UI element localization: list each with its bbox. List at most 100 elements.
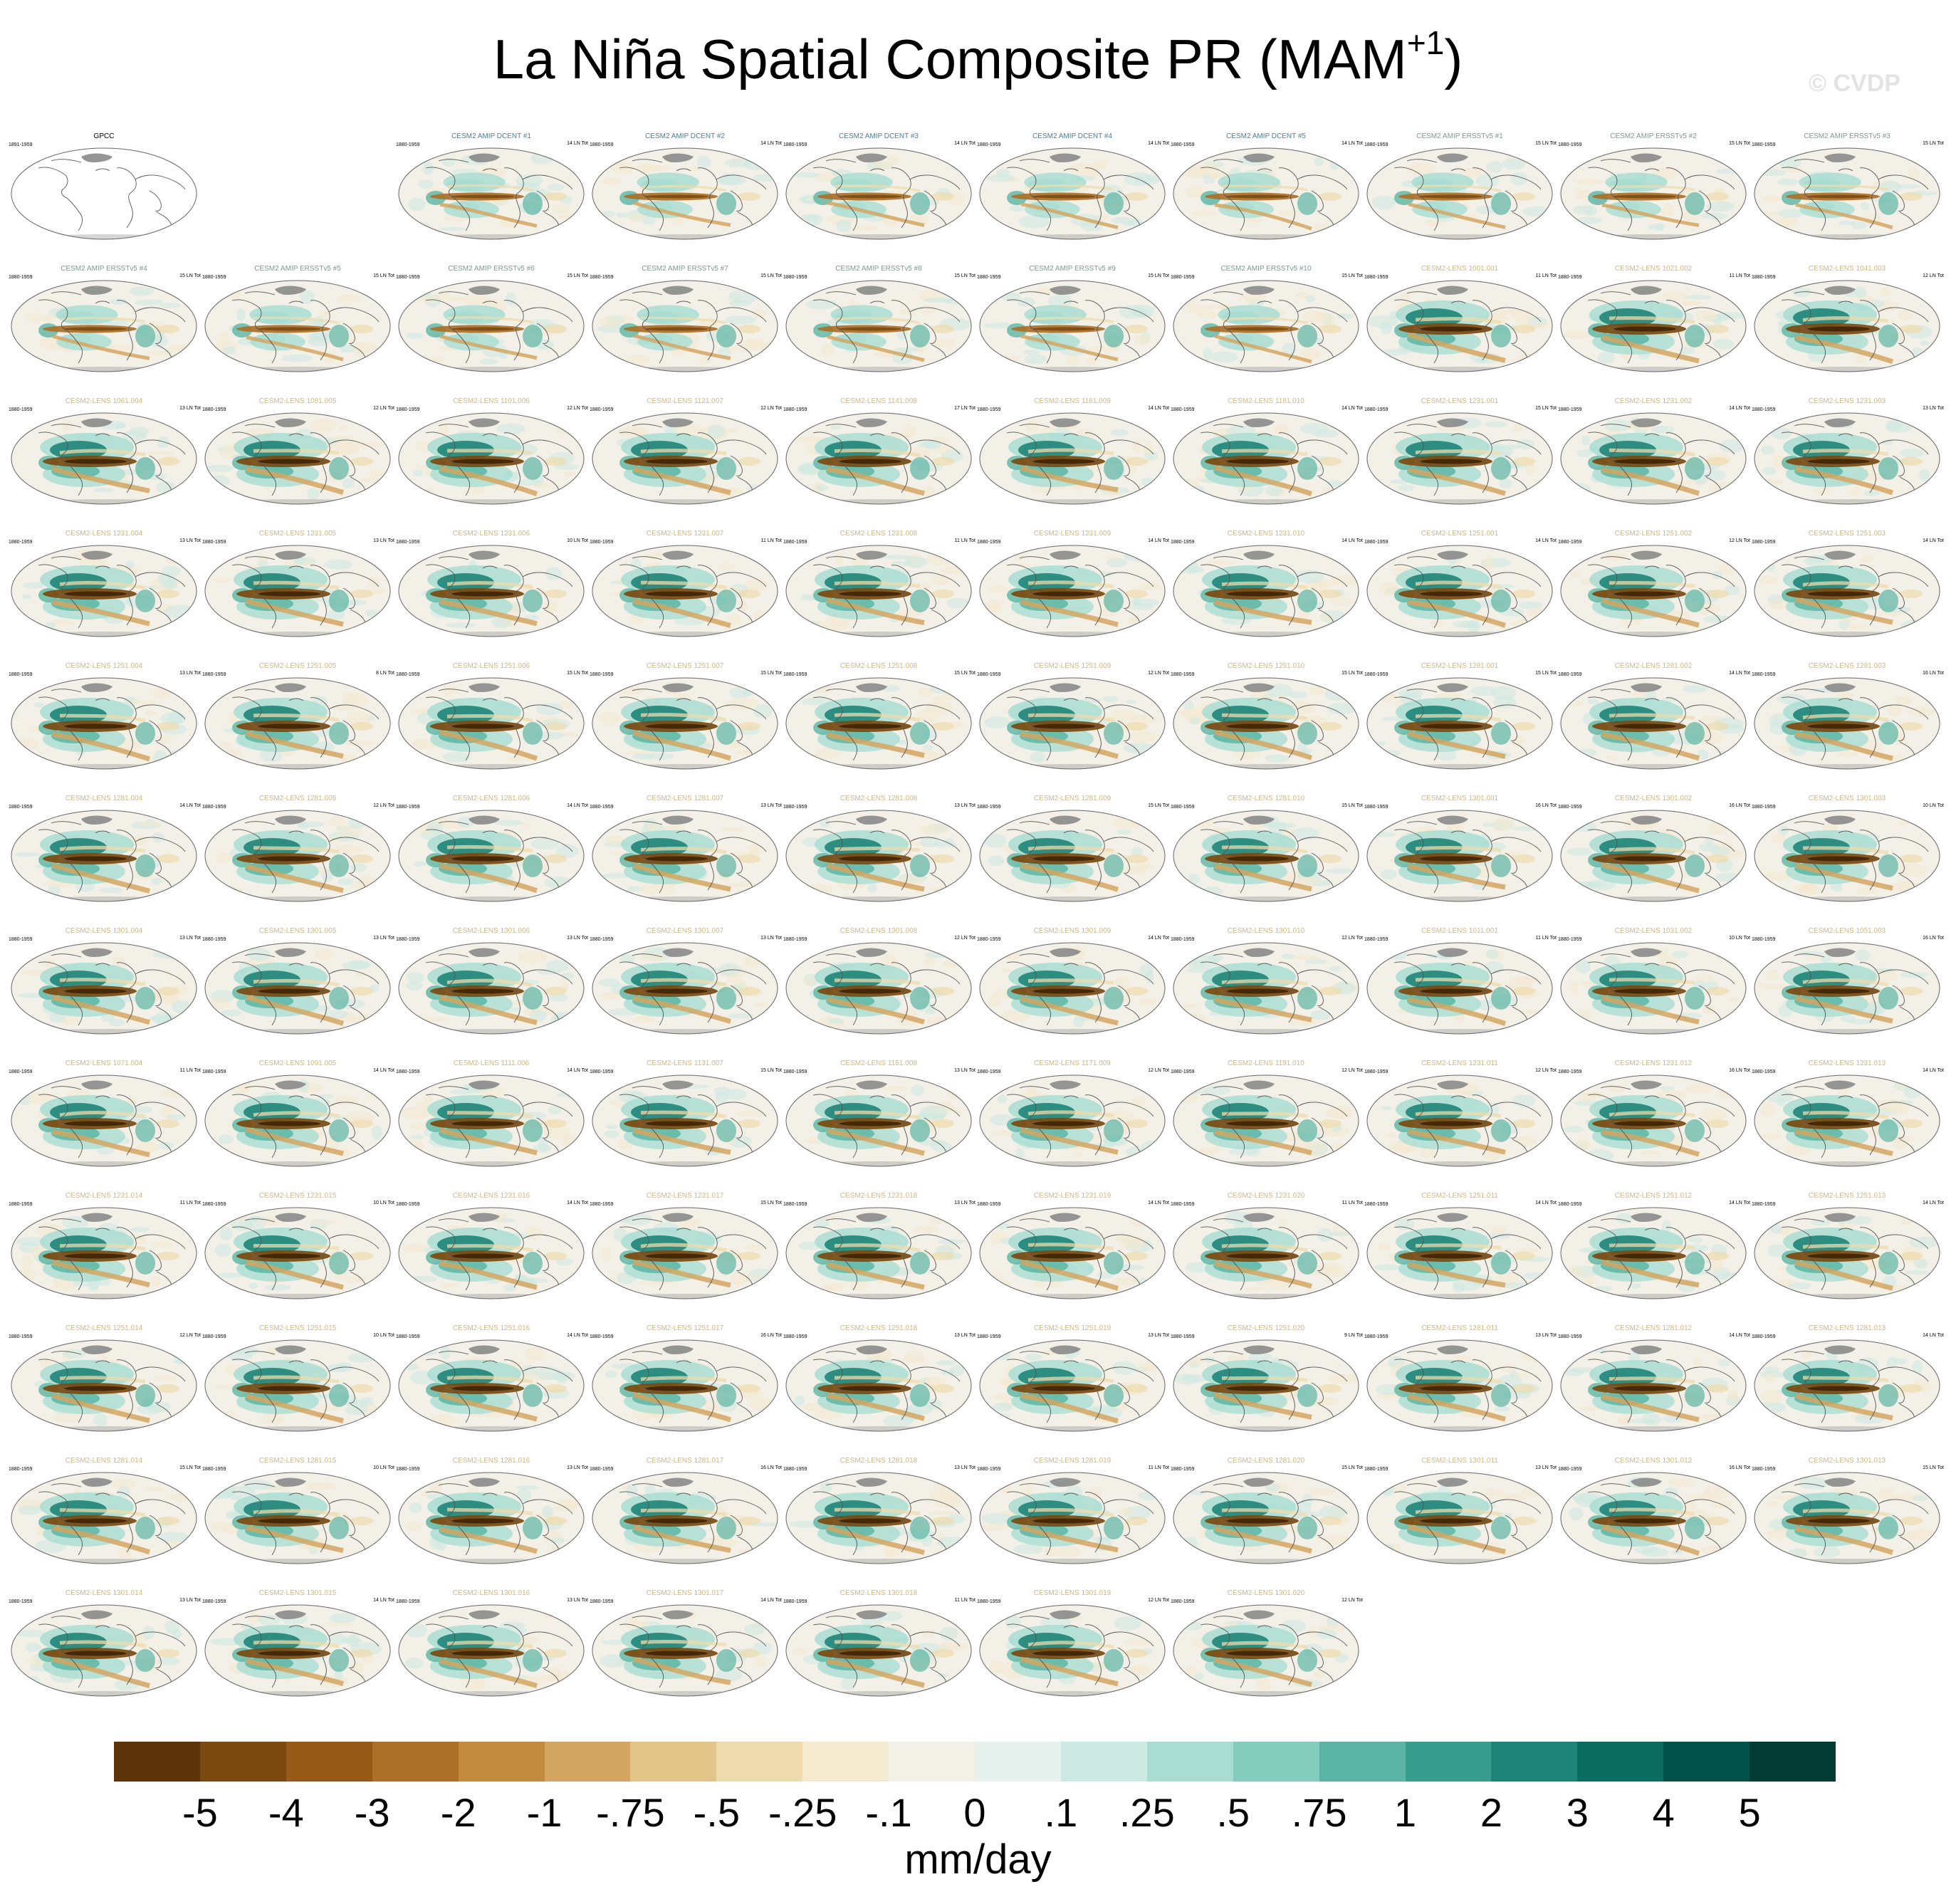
- panel-title: CESM2 AMIP ERSSTv5 #8: [835, 265, 922, 273]
- panel-title: CESM2-LENS 1301.013: [1808, 1457, 1886, 1465]
- map-canvas: [979, 677, 1166, 770]
- colorbar-tick-label: -.75: [596, 1790, 665, 1835]
- map-panel: CESM2-LENS 1041.003 1880-1959 12 LN Tot: [1750, 265, 1944, 399]
- figure-title: La Niña Spatial Composite PR (MAM+1): [0, 24, 1956, 99]
- panel-event-count: 12 LN Tot: [1342, 1068, 1363, 1073]
- panel-title: CESM2-LENS 1281.012: [1614, 1324, 1693, 1332]
- colorbar-tick-label: 1: [1393, 1790, 1417, 1835]
- map-panel: CESM2-LENS 1141.008 1880-1959 17 LN Tot: [782, 397, 976, 531]
- panel-title: CESM2-LENS 1251.017: [646, 1324, 724, 1332]
- panel-period: 1880-1959: [9, 805, 33, 810]
- map-canvas: [785, 1074, 972, 1167]
- map-panel: CESM2-LENS 1281.019 1880-1959 11 LN Tot: [976, 1457, 1169, 1591]
- panel-period: 1880-1959: [590, 540, 614, 545]
- map-panel: CESM2 AMIP ERSSTv5 #5 1880-1959 15 LN Tot: [201, 265, 394, 399]
- panel-period: 1880-1959: [783, 407, 807, 412]
- panel-event-count: 15 LN Tot: [373, 273, 394, 278]
- map-canvas: [1560, 1472, 1747, 1564]
- map-panel: CESM2-LENS 1231.010 1880-1959 14 LN Tot: [1169, 530, 1363, 664]
- panel-period: 1880-1959: [590, 1467, 614, 1472]
- panel-event-count: 16 LN Tot: [1729, 1465, 1750, 1470]
- map-panel: CESM2-LENS 1231.013 1880-1959 14 LN Tot: [1750, 1060, 1944, 1193]
- map-canvas: [785, 810, 972, 902]
- map-canvas: [11, 677, 197, 770]
- panel-event-count: 15 LN Tot: [1535, 141, 1557, 146]
- map-panel: CESM2-LENS 1281.010 1880-1959 15 LN Tot: [1169, 795, 1363, 929]
- panel-title: CESM2 AMIP ERSSTv5 #3: [1804, 132, 1890, 140]
- map-panel: CESM2-LENS 1101.006 1880-1959 12 LN Tot: [394, 397, 588, 531]
- panel-event-count: 13 LN Tot: [954, 1333, 976, 1338]
- panel-title: CESM2-LENS 1301.014: [65, 1589, 143, 1597]
- map-canvas: [1560, 677, 1747, 770]
- panel-title: CESM2-LENS 1281.008: [840, 795, 918, 802]
- map-canvas: [1366, 545, 1553, 637]
- map-panel: CESM2-LENS 1281.013 1880-1959 14 LN Tot: [1750, 1324, 1944, 1458]
- map-panel: CESM2 AMIP ERSSTv5 #3 1880-1959 15 LN Tot: [1750, 132, 1944, 266]
- map-panel: CESM2-LENS 1231.005 1880-1959 13 LN Tot: [201, 530, 394, 664]
- colorbar-tick-label: -.25: [768, 1790, 837, 1835]
- panel-title: CESM2-LENS 1091.005: [258, 1060, 337, 1067]
- panel-period: 1880-1959: [1171, 540, 1195, 545]
- panel-event-count: 14 LN Tot: [1148, 141, 1169, 146]
- map-panel: CESM2-LENS 1251.003 1880-1959 14 LN Tot: [1750, 530, 1944, 664]
- panel-title: CESM2-LENS 1301.019: [1033, 1589, 1112, 1597]
- map-canvas: [1173, 1472, 1359, 1564]
- map-canvas: [398, 1604, 585, 1697]
- panel-event-count: 14 LN Tot: [1923, 538, 1944, 543]
- map-panel: CESM2-LENS 1231.015 1880-1959 10 LN Tot: [201, 1192, 394, 1326]
- map-canvas: [592, 677, 778, 770]
- panel-period: 1880-1959: [202, 1599, 226, 1604]
- panel-title: CESM2-LENS 1231.019: [1033, 1192, 1112, 1200]
- panel-title: CESM2-LENS 1281.002: [1614, 662, 1693, 670]
- panel-period: 1880-1959: [1752, 937, 1776, 942]
- panel-period: 1880-1959: [1171, 407, 1195, 412]
- panel-period: 1880-1959: [1364, 407, 1388, 412]
- panel-period: 1880-1959: [590, 142, 614, 147]
- map-canvas: [398, 810, 585, 902]
- panel-period: 1880-1959: [783, 1202, 807, 1207]
- map-panel: CESM2-LENS 1301.011 1880-1959 13 LN Tot: [1363, 1457, 1557, 1591]
- map-canvas: [1560, 942, 1747, 1035]
- panel-event-count: 13 LN Tot: [954, 1201, 976, 1205]
- map-canvas: [1754, 147, 1940, 240]
- panel-title: CESM2-LENS 1251.016: [452, 1324, 530, 1332]
- panel-event-count: 16 LN Tot: [760, 1333, 782, 1338]
- panel-period: 1880-1959: [396, 407, 420, 412]
- map-panel: CESM2-LENS 1171.009 1880-1959 12 LN Tot: [976, 1060, 1169, 1193]
- panel-period: 1880-1959: [590, 1334, 614, 1339]
- map-canvas: [398, 677, 585, 770]
- title-superscript: +1: [1406, 24, 1445, 61]
- panel-period: 1880-1959: [9, 407, 33, 412]
- map-panel: CESM2-LENS 1281.002 1880-1959 14 LN Tot: [1557, 662, 1750, 796]
- panel-title: CESM2-LENS 1231.015: [258, 1192, 337, 1200]
- panel-title: CESM2-LENS 1071.004: [65, 1060, 143, 1067]
- map-panel: CESM2-LENS 1281.005 1880-1959 12 LN Tot: [201, 795, 394, 929]
- panel-title: CESM2-LENS 1301.004: [65, 927, 143, 935]
- panel-title: CESM2-LENS 1061.004: [65, 397, 143, 405]
- map-panel: CESM2-LENS 1231.009 1880-1959 14 LN Tot: [976, 530, 1169, 664]
- panel-title: CESM2-LENS 1231.014: [65, 1192, 143, 1200]
- map-panel: CESM2-LENS 1251.001 1880-1959 14 LN Tot: [1363, 530, 1557, 664]
- panel-title: CESM2 AMIP ERSSTv5 #10: [1220, 265, 1312, 273]
- panel-period: 1880-1959: [1364, 275, 1388, 280]
- map-canvas: [785, 1472, 972, 1564]
- colorbar-swatch: [1577, 1742, 1664, 1782]
- map-panel: CESM2-LENS 1251.013 1880-1959 14 LN Tot: [1750, 1192, 1944, 1326]
- panel-title: CESM2-LENS 1171.009: [1034, 1060, 1111, 1067]
- panel-title: CESM2-LENS 1251.020: [1227, 1324, 1305, 1332]
- panel-period: 1880-1959: [977, 672, 1001, 677]
- panel-event-count: 15 LN Tot: [1148, 803, 1169, 808]
- panel-period: 1880-1959: [590, 1069, 614, 1074]
- map-panel: CESM2-LENS 1301.010 1880-1959 12 LN Tot: [1169, 927, 1363, 1061]
- panel-event-count: 15 LN Tot: [1535, 406, 1557, 411]
- panel-period: 1880-1959: [1364, 672, 1388, 677]
- panel-period: 1880-1959: [1364, 1202, 1388, 1207]
- map-panel: CESM2 AMIP DCENT #4 1880-1959 14 LN Tot: [976, 132, 1169, 266]
- panel-period: 1880-1959: [1364, 1467, 1388, 1472]
- map-canvas: [1366, 280, 1553, 372]
- panel-title: CESM2-LENS 1301.009: [1033, 927, 1112, 935]
- map-panel-grid: GPCC 1891-1959 CESM2 AMIP DCENT #1 1880-195…: [9, 132, 1944, 1697]
- map-canvas: [1754, 942, 1940, 1035]
- map-canvas: [204, 280, 391, 372]
- map-panel: CESM2-LENS 1301.005 1880-1959 13 LN Tot: [201, 927, 394, 1061]
